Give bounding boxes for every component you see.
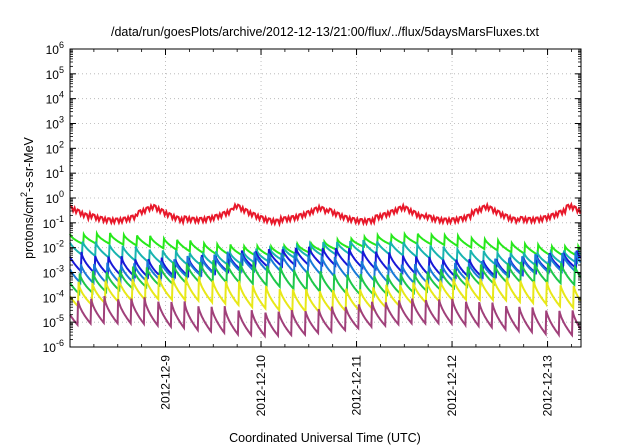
x-tick-label: 2012-12-9 bbox=[159, 355, 173, 410]
y-tick-label: 10-6 bbox=[43, 338, 64, 355]
x-axis-label: Coordinated Universal Time (UTC) bbox=[229, 431, 421, 445]
y-tick-label: 105 bbox=[46, 65, 64, 82]
y-tick-label: 106 bbox=[46, 40, 64, 57]
y-tick-label: 102 bbox=[46, 139, 64, 156]
x-tick-label: 2012-12-13 bbox=[541, 355, 555, 417]
y-tick-label: 101 bbox=[46, 164, 64, 181]
y-tick-label: 103 bbox=[46, 115, 64, 132]
x-tick-label: 2012-12-10 bbox=[254, 355, 268, 417]
series-line bbox=[69, 201, 582, 228]
series-line bbox=[69, 296, 582, 339]
series-line bbox=[69, 259, 582, 298]
series-line bbox=[69, 229, 582, 259]
y-tick-label: 104 bbox=[46, 90, 64, 107]
y-tick-label: 10-2 bbox=[43, 239, 64, 256]
y-axis-label: protons/cm2-s-sr-MeV bbox=[19, 136, 36, 258]
y-axis: 10-6 10-5 10-4 10-3 10-2 10-1 100 101 102 103 104 1… bbox=[43, 40, 581, 355]
y-tick-label: 10-4 bbox=[43, 288, 64, 305]
y-tick-label: 10-3 bbox=[43, 264, 64, 281]
series-line bbox=[69, 251, 582, 286]
x-tick-label: 2012-12-11 bbox=[350, 355, 364, 416]
y-tick-label: 100 bbox=[46, 189, 64, 206]
series-line bbox=[69, 274, 582, 315]
x-tick-label: 2012-12-12 bbox=[445, 355, 459, 417]
y-tick-label: 10-5 bbox=[43, 313, 64, 330]
series-group bbox=[69, 201, 582, 339]
y-tick-label: 10-1 bbox=[43, 214, 64, 231]
chart-title: /data/run/goesPlots/archive/2012-12-13/2… bbox=[111, 25, 540, 39]
x-axis: 2012-12-9 2012-12-10 2012-12-11 2012-12-12 2… bbox=[93, 49, 572, 417]
